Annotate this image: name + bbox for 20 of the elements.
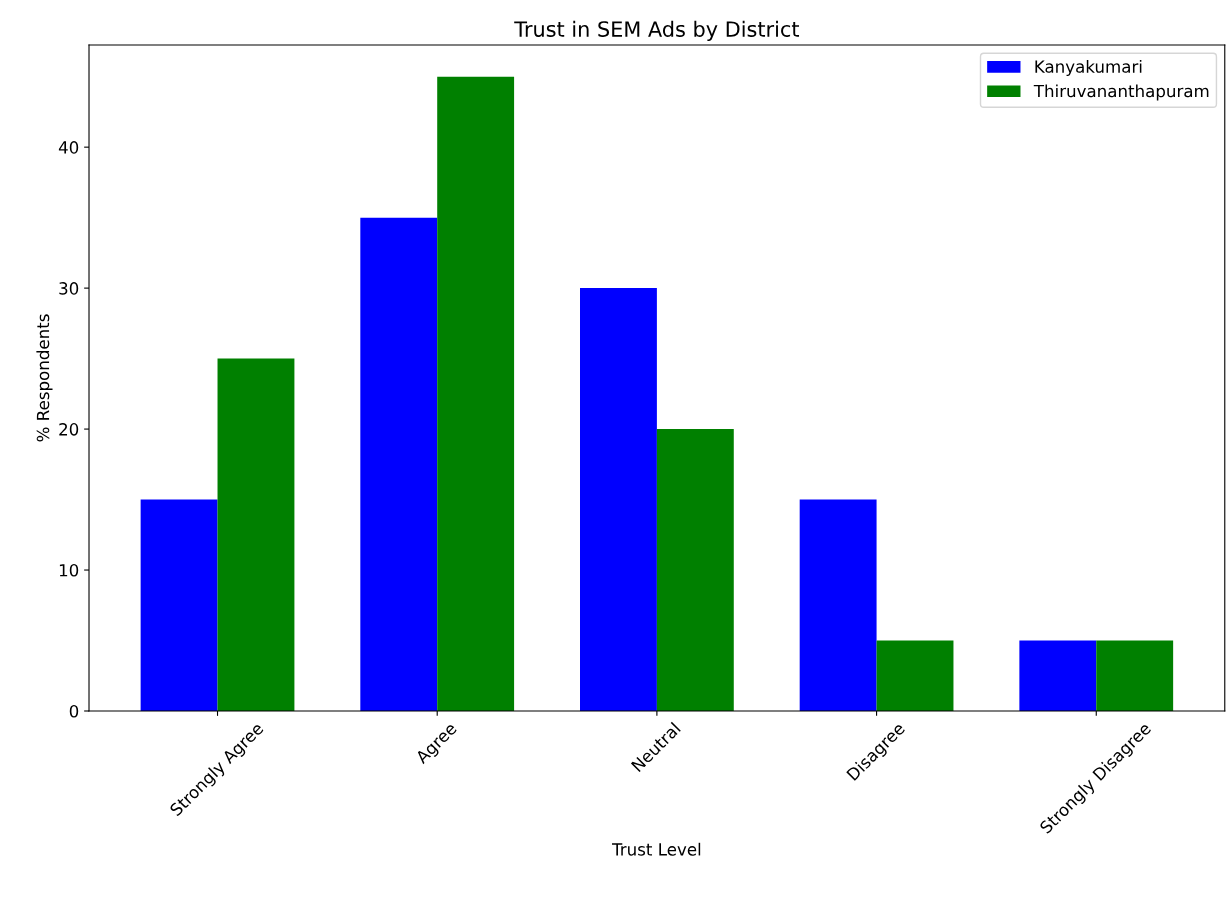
bar — [140, 499, 218, 711]
bar — [217, 358, 295, 711]
bar — [799, 499, 877, 711]
bar — [656, 429, 734, 711]
y-tick-label: 0 — [69, 704, 79, 718]
bar — [876, 640, 954, 711]
y-tick-label: 10 — [59, 564, 79, 577]
bar — [1096, 640, 1174, 711]
x-axis-title: Trust Level — [612, 842, 701, 856]
y-axis-title: % Respondents — [36, 314, 53, 442]
bar — [580, 288, 657, 711]
legend-label: Thiruvananthapuram — [1033, 84, 1209, 101]
y-tick-label: 20 — [59, 423, 79, 436]
legend-label: Kanyakumari — [1035, 59, 1142, 77]
bar — [437, 76, 515, 711]
bar — [360, 217, 438, 711]
y-tick-label: 30 — [59, 282, 79, 295]
y-tick-label: 40 — [58, 141, 79, 154]
chart-title: Trust in SEM Ads by District — [514, 20, 800, 41]
bar — [1019, 640, 1097, 711]
